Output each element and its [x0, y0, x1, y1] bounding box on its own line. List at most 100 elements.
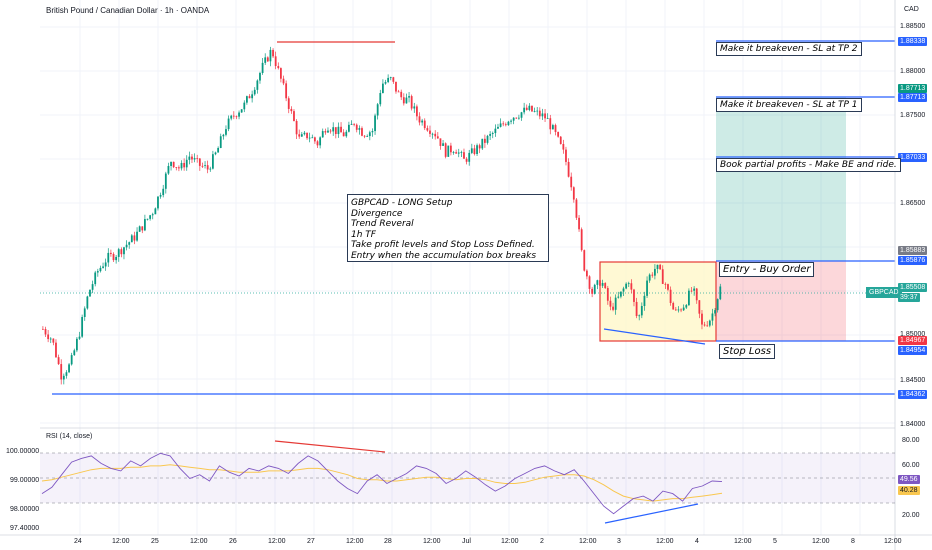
candle: [538, 107, 541, 120]
candle: [423, 118, 426, 131]
rsi-divergence-top: [274, 440, 386, 453]
candle: [112, 252, 115, 262]
candle: [99, 265, 102, 273]
rsi-left-tick: 100.00000: [6, 448, 40, 455]
candle: [708, 319, 711, 328]
y-tick: 1.84500: [900, 377, 926, 384]
candle: [125, 240, 128, 251]
rsi-right-tick: 60.00: [902, 462, 920, 469]
x-tick: 12:00: [812, 538, 830, 545]
candle: [473, 144, 476, 156]
candle: [256, 79, 259, 94]
candle: [698, 299, 701, 319]
candle: [588, 275, 591, 294]
rsi-ma-label: 40.28: [898, 486, 920, 495]
candle: [452, 150, 455, 155]
candle: [410, 94, 413, 111]
candle: [334, 127, 337, 139]
grid-lines: [40, 0, 895, 535]
candle: [358, 125, 361, 135]
candle: [546, 113, 549, 120]
candle: [287, 96, 290, 114]
x-tick: 3: [617, 538, 621, 545]
candle: [405, 93, 408, 104]
candle: [617, 291, 620, 299]
currency-label: CAD: [904, 6, 919, 13]
candle: [188, 151, 191, 165]
candle: [235, 115, 238, 120]
candle: [217, 146, 220, 153]
x-tick: 8: [851, 538, 855, 545]
candle: [397, 89, 400, 93]
candle: [583, 249, 586, 272]
candle: [264, 53, 267, 65]
candle: [42, 326, 44, 330]
setup-note[interactable]: GBPCAD - LONG Setup Divergence Trend Rev…: [347, 194, 549, 262]
candle: [78, 331, 81, 341]
tp2-note[interactable]: Make it breakeven - SL at TP 2: [716, 42, 862, 56]
candle: [298, 129, 301, 139]
x-tick: 5: [773, 538, 777, 545]
candle: [677, 306, 680, 313]
candle: [457, 148, 460, 158]
candle: [601, 279, 604, 288]
candle: [706, 321, 709, 327]
rsi-lines: [41, 452, 723, 515]
candle: [172, 161, 175, 169]
rsi-ma-line: [41, 464, 723, 502]
candle: [138, 225, 141, 232]
setup-line: Trend Reveral: [351, 219, 414, 229]
candle: [389, 76, 392, 81]
candle: [463, 148, 465, 159]
candle: [269, 46, 272, 67]
candle: [395, 81, 397, 94]
candle: [578, 214, 580, 232]
x-tick: 12:00: [734, 538, 752, 545]
candle: [102, 262, 104, 269]
candle: [520, 111, 523, 121]
candle: [183, 158, 186, 171]
y-tick: 1.88000: [900, 68, 926, 75]
entry-note[interactable]: Entry - Buy Order: [719, 262, 815, 277]
candle: [290, 106, 293, 114]
candle: [682, 304, 685, 311]
candle: [614, 294, 617, 315]
candle: [243, 100, 246, 113]
candle: [107, 248, 110, 267]
candle: [110, 249, 112, 257]
candle: [693, 286, 696, 296]
candle: [133, 231, 136, 245]
stop-note[interactable]: Stop Loss: [719, 344, 776, 359]
rsi-line: [41, 452, 723, 515]
candle: [455, 149, 458, 154]
candle: [246, 95, 248, 105]
y-tick: 1.85000: [900, 331, 926, 338]
candle: [44, 326, 47, 338]
candle: [470, 143, 473, 155]
candle: [175, 166, 178, 171]
candle: [478, 143, 481, 154]
candle: [711, 308, 714, 326]
x-tick: 12:00: [884, 538, 902, 545]
candle: [104, 258, 107, 271]
candle: [504, 122, 507, 127]
candle: [128, 241, 131, 249]
candle: [593, 283, 596, 295]
candle: [442, 139, 444, 146]
partial-note[interactable]: Book partial profits - Make BE and ride.: [716, 158, 901, 172]
candle: [591, 286, 594, 298]
candle: [630, 279, 633, 294]
candle: [115, 254, 118, 264]
candle: [494, 124, 497, 137]
candle: [695, 287, 698, 304]
current-symbol-badge: GBPCAD: [866, 287, 902, 298]
candle: [261, 58, 264, 75]
x-tick: 12:00: [346, 538, 364, 545]
candle: [528, 103, 531, 112]
candle: [227, 115, 230, 132]
candle: [295, 119, 298, 140]
candle: [222, 133, 225, 140]
price-label: 1.85876: [898, 256, 928, 265]
tp1-note[interactable]: Make it breakeven - SL at TP 1: [716, 98, 862, 112]
